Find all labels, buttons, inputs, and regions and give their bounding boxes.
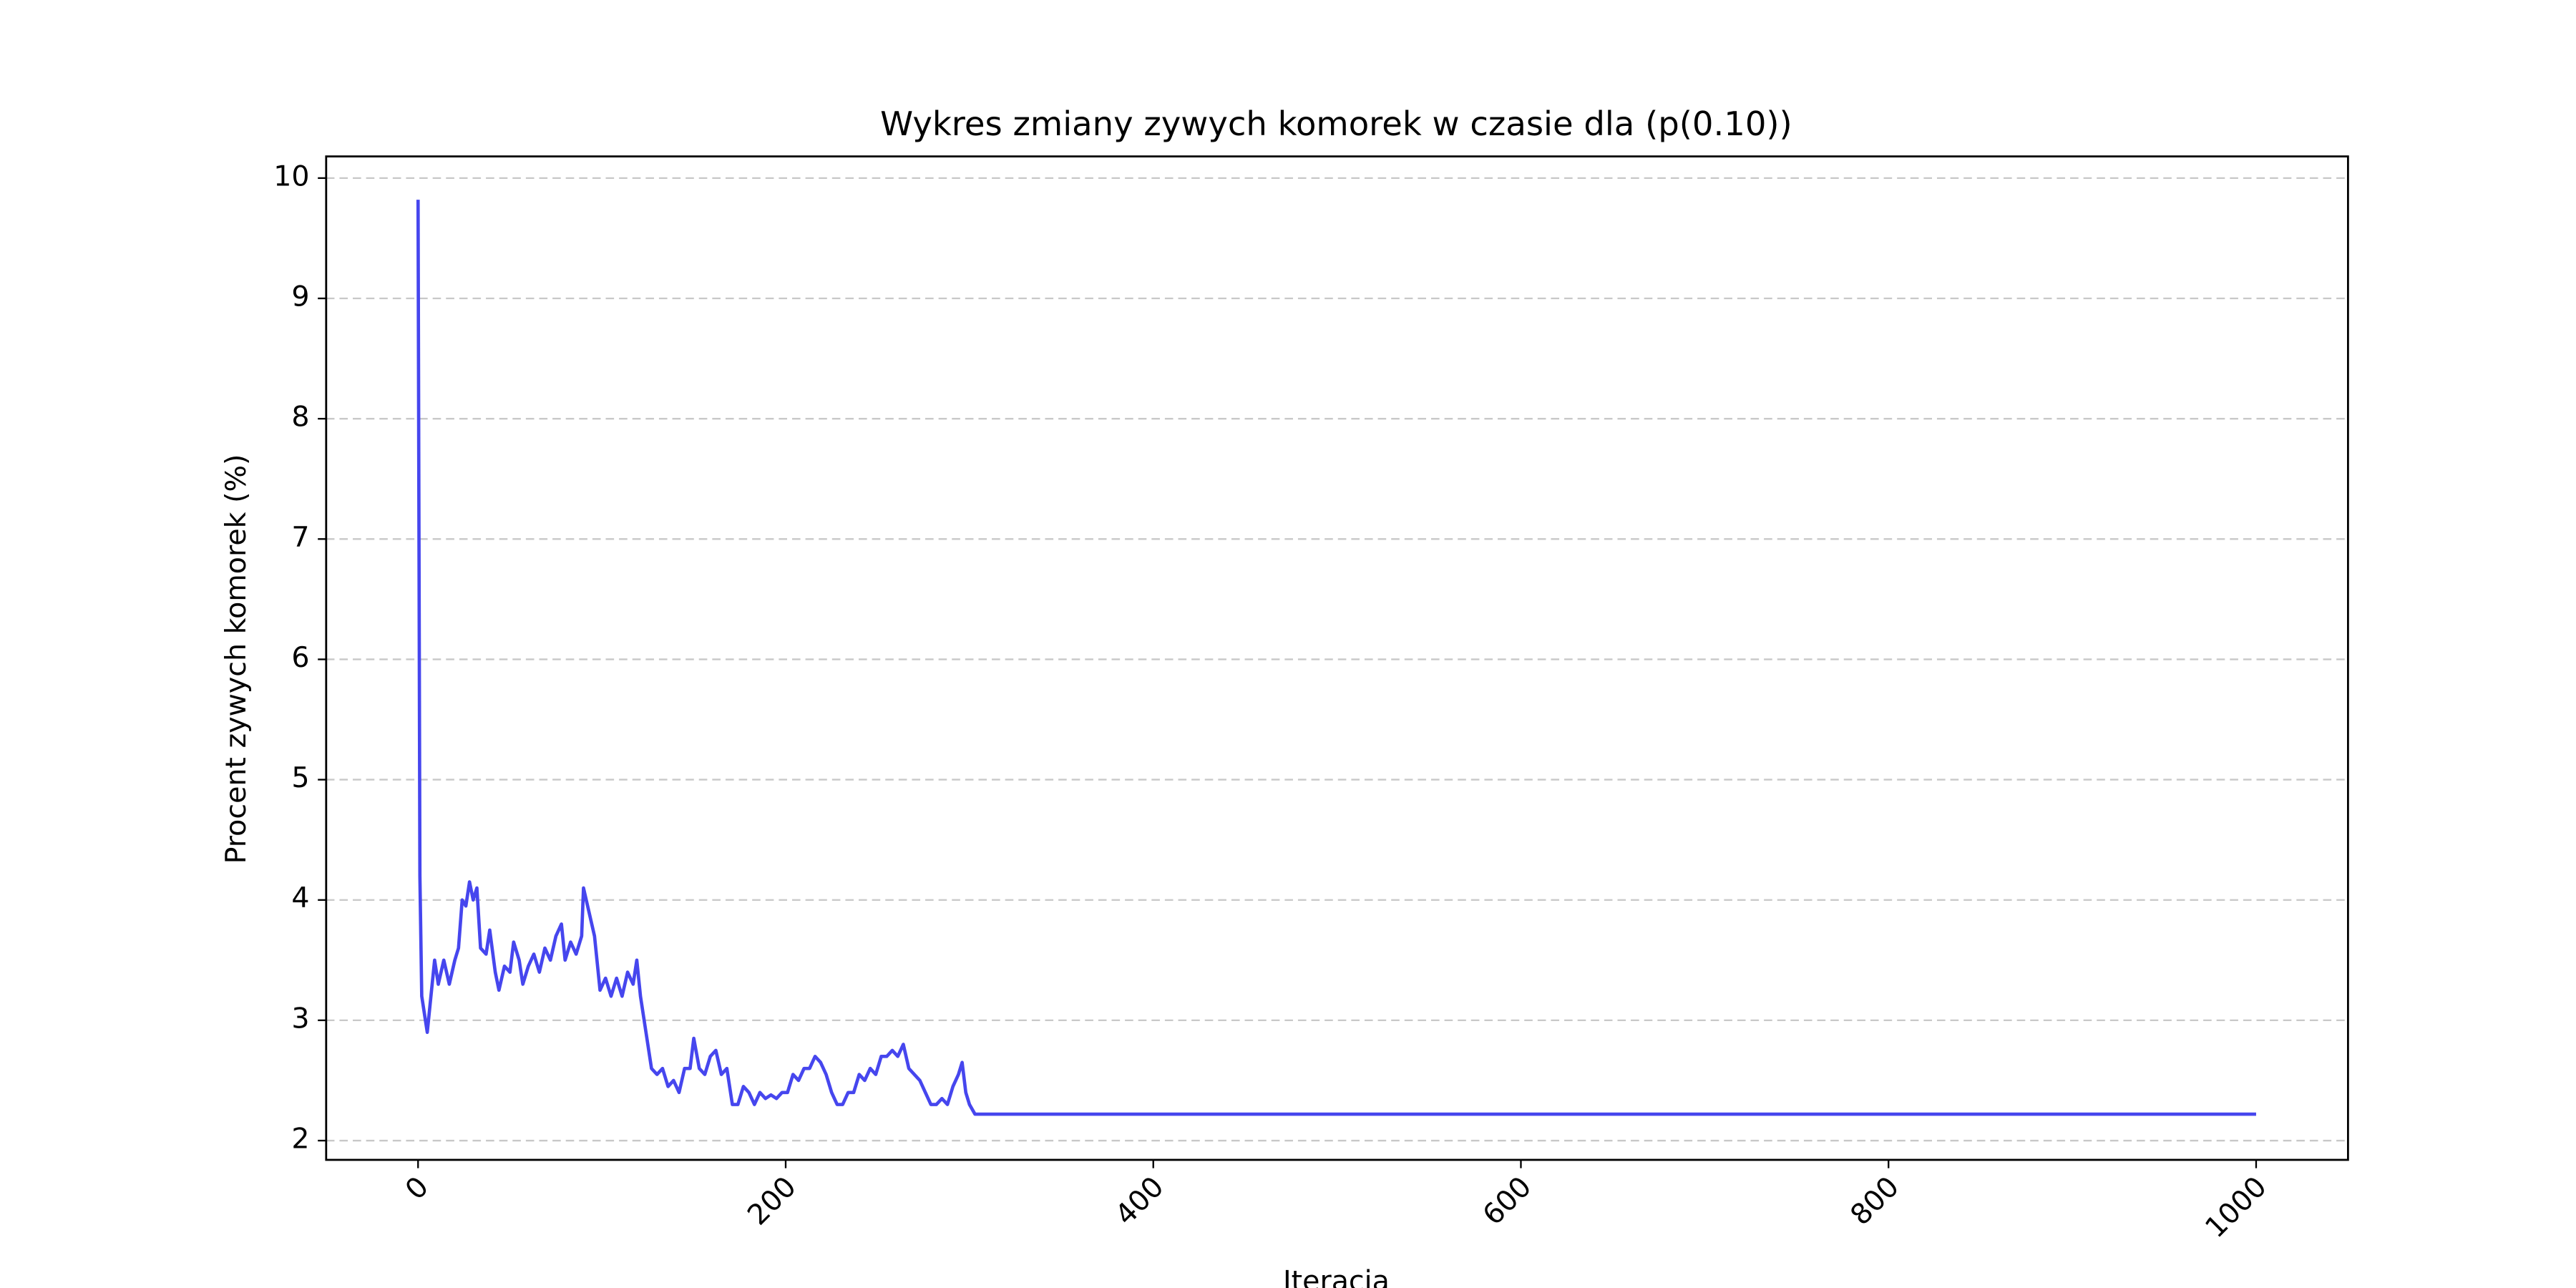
y-tick-label: 2 <box>291 1123 309 1156</box>
y-tick-label: 8 <box>291 401 309 434</box>
y-tick-label: 5 <box>291 761 309 794</box>
plot-frame <box>325 155 2349 1161</box>
y-tick-label: 10 <box>273 160 309 192</box>
y-tick-label: 6 <box>291 641 309 674</box>
y-tick-label: 9 <box>291 280 309 313</box>
y-tick-label: 7 <box>291 521 309 554</box>
data-line <box>416 200 2256 1116</box>
y-axis-label: Procent zywych komorek (%) <box>220 454 253 864</box>
chart-title: Wykres zmiany zywych komorek w czasie dl… <box>880 104 1792 143</box>
y-tick-label: 4 <box>291 882 309 914</box>
y-tick-label: 3 <box>291 1002 309 1035</box>
x-axis-label: Iteracja <box>1283 1265 1390 1288</box>
